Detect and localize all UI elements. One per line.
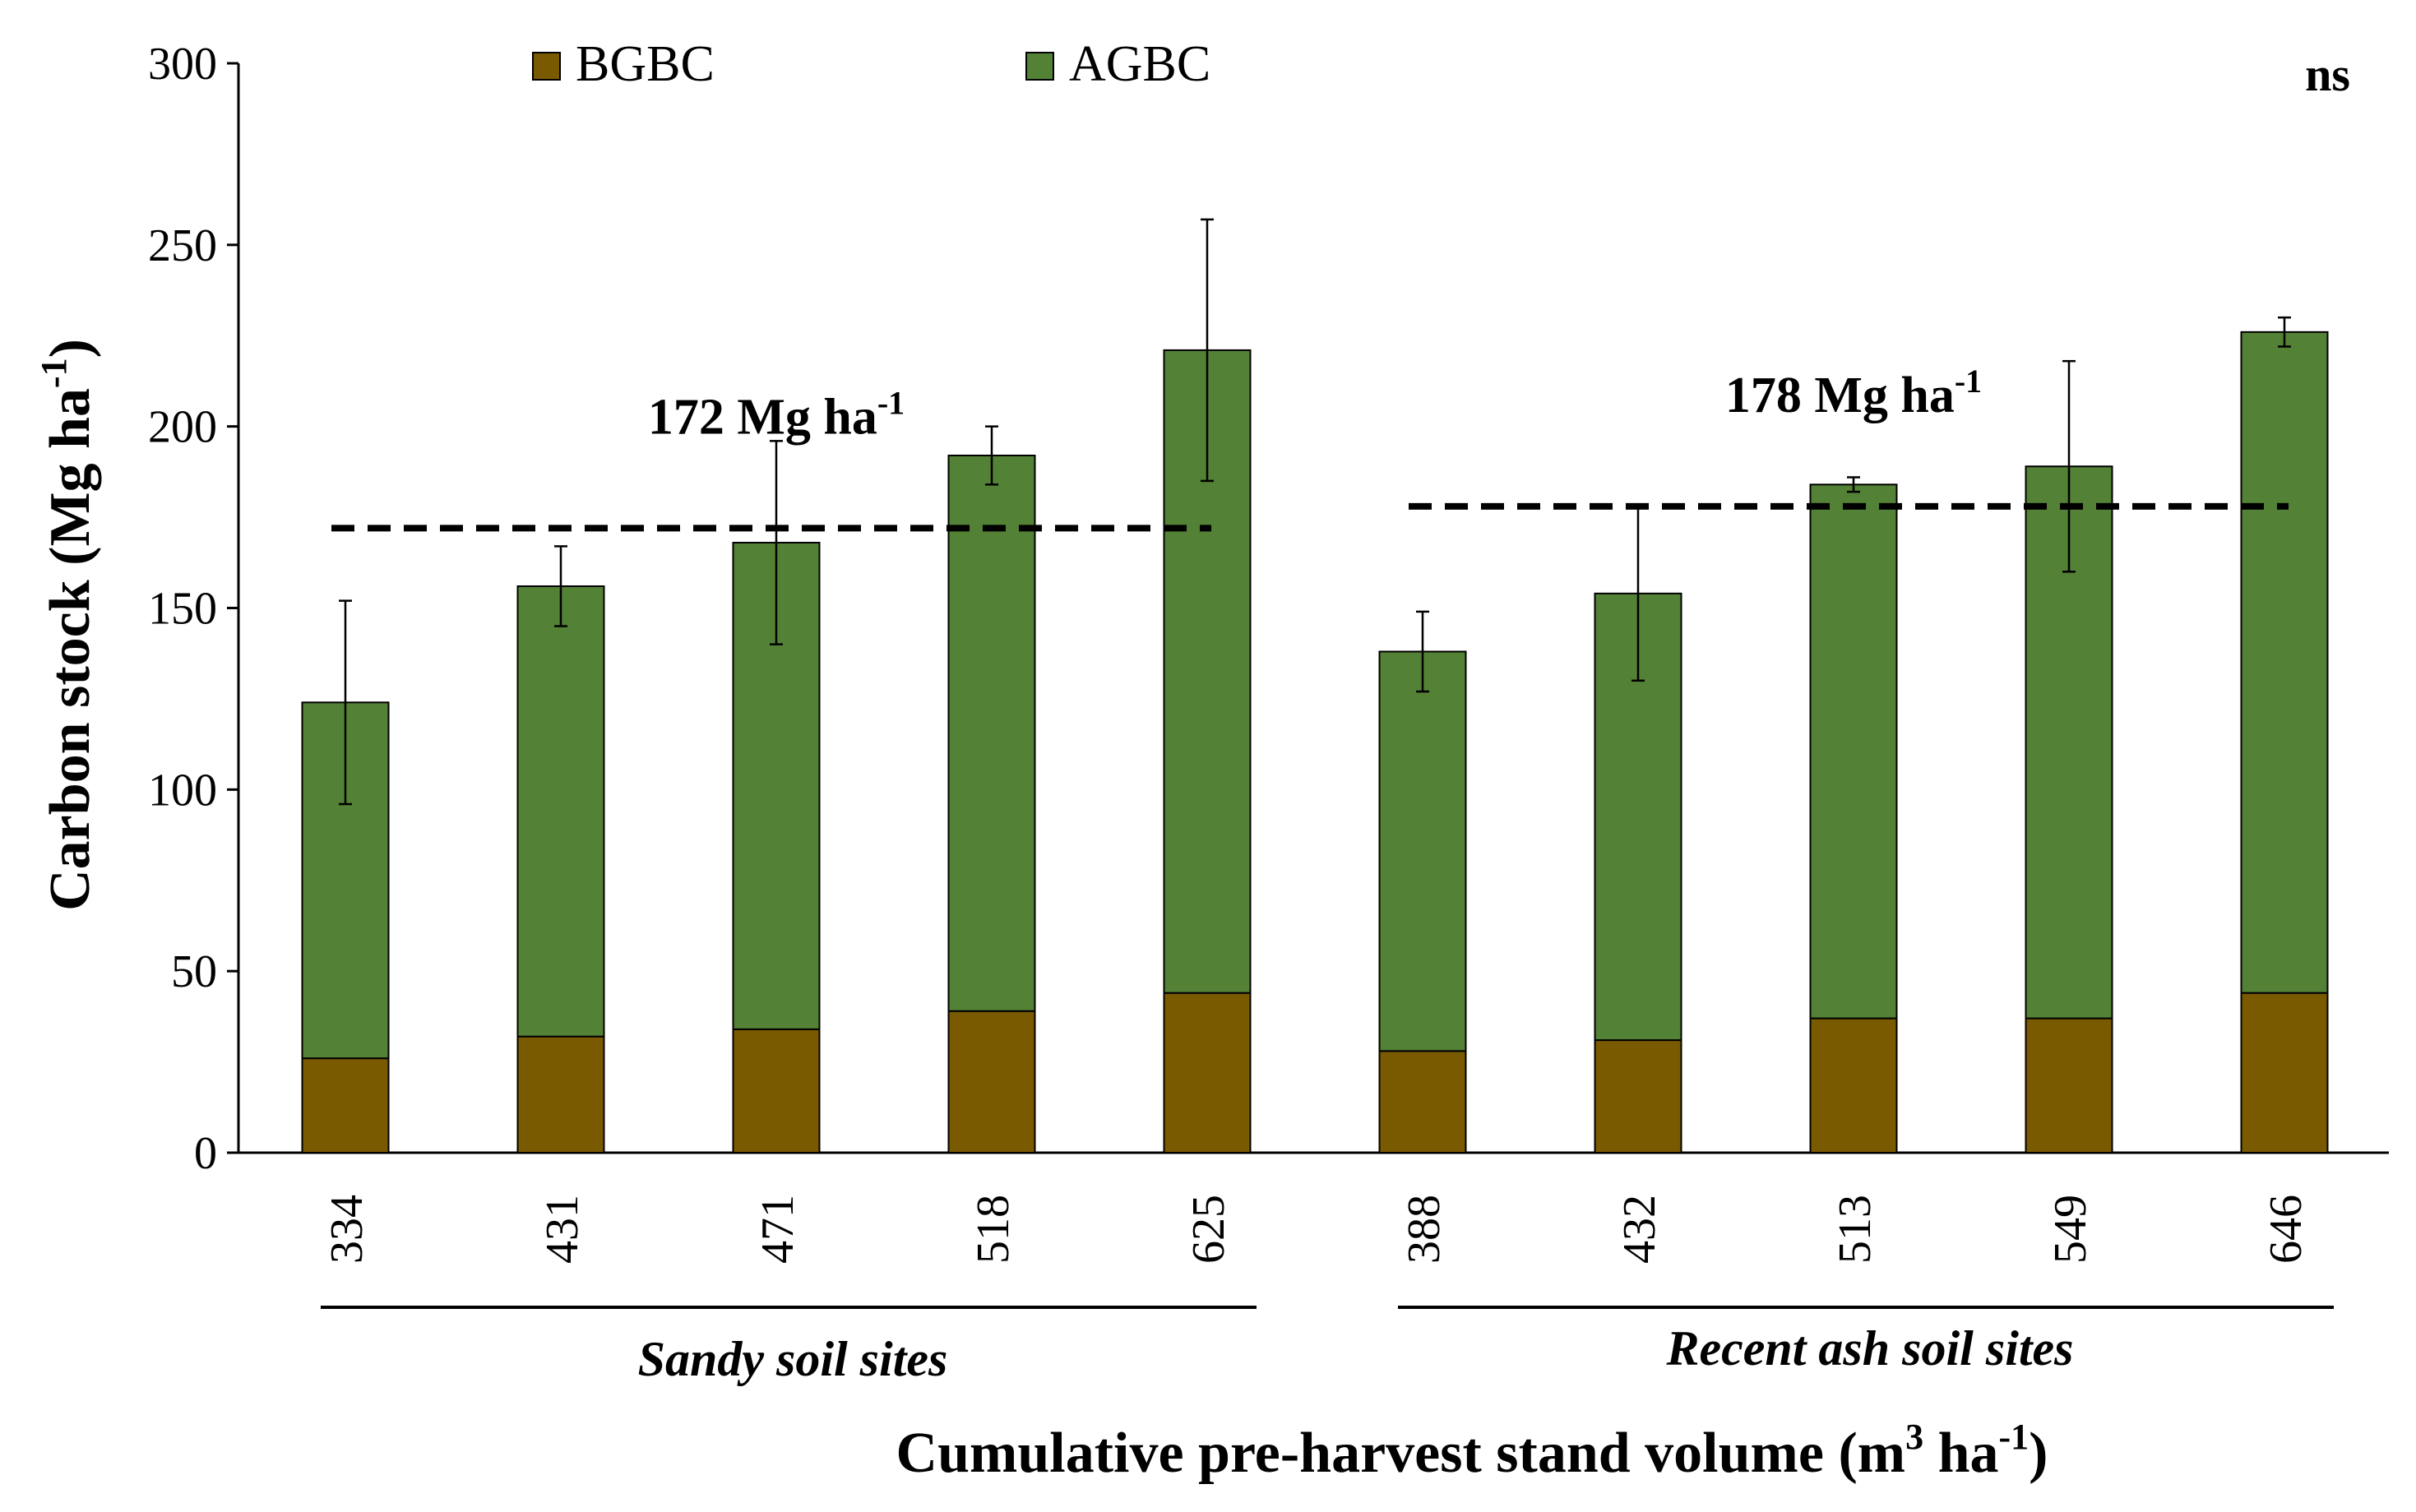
y-axis-title: Carbon stock (Mg ha-1) bbox=[34, 339, 102, 911]
x-tick-label: 513 bbox=[1830, 1195, 1881, 1264]
group-mean-layer: 172 Mg ha-1 178 Mg ha-1 bbox=[331, 363, 2289, 532]
bar-bgbc-334 bbox=[301, 1057, 390, 1154]
x-tick-label: 625 bbox=[1183, 1195, 1234, 1264]
bar-bgbc-646 bbox=[2240, 992, 2329, 1154]
y-tick-label: 300 bbox=[148, 39, 217, 90]
bar-bgbc-518 bbox=[947, 1010, 1036, 1154]
legend-label-bgbc: BGBC bbox=[576, 36, 715, 92]
bar-bgbc-388 bbox=[1378, 1050, 1467, 1154]
group-labels-layer: Sandy soil sites Recent ash soil sites bbox=[321, 1306, 2334, 1386]
x-tick-label: 549 bbox=[2045, 1195, 2096, 1264]
bar-bgbc-549 bbox=[2025, 1017, 2113, 1154]
legend-swatch-bgbc bbox=[532, 52, 561, 81]
x-tick-label: 646 bbox=[2261, 1195, 2312, 1264]
error-bar-431 bbox=[554, 545, 567, 627]
group-mean-label-1: 178 Mg ha-1 bbox=[1725, 363, 1982, 423]
x-tick-label: 431 bbox=[537, 1195, 588, 1264]
legend-swatch-agbc bbox=[1025, 52, 1054, 81]
x-tick-label: 518 bbox=[968, 1195, 1019, 1264]
y-axis-ticks: 0 50 100 150 200 250 300 bbox=[148, 39, 238, 1179]
bar-bgbc-432 bbox=[1594, 1039, 1682, 1154]
y-tick-label: 50 bbox=[171, 946, 217, 997]
x-tick-label: 334 bbox=[322, 1195, 373, 1264]
y-tick-label: 100 bbox=[148, 765, 217, 816]
x-tick-label: 388 bbox=[1399, 1195, 1450, 1264]
bar-agbc-518 bbox=[947, 455, 1036, 1012]
bar-agbc-513 bbox=[1809, 483, 1898, 1020]
legend: BGBC AGBC bbox=[532, 36, 1210, 92]
x-tick-label: 471 bbox=[752, 1195, 803, 1264]
x-tick-labels: 334 431 471 518 625 388 432 513 549 646 bbox=[322, 1195, 2312, 1264]
x-tick-label: 432 bbox=[1614, 1195, 1665, 1264]
error-bar-625 bbox=[1201, 218, 1214, 483]
error-bar-513 bbox=[1847, 476, 1860, 493]
error-bar-549 bbox=[2062, 359, 2076, 573]
error-bar-518 bbox=[985, 425, 998, 486]
group-label-1: Recent ash soil sites bbox=[1665, 1321, 2073, 1376]
error-bar-646 bbox=[2278, 316, 2291, 348]
bar-bgbc-625 bbox=[1163, 992, 1252, 1154]
bar-bgbc-471 bbox=[732, 1028, 821, 1154]
bar-bgbc-431 bbox=[516, 1035, 605, 1154]
y-tick-label: 200 bbox=[148, 402, 217, 453]
y-tick-label: 0 bbox=[194, 1128, 217, 1179]
error-bar-334 bbox=[339, 599, 352, 806]
significance-label: ns bbox=[2305, 48, 2350, 101]
bar-agbc-388 bbox=[1378, 650, 1467, 1052]
group-label-0: Sandy soil sites bbox=[638, 1332, 948, 1386]
x-axis-title: Cumulative pre-harvest stand volume (m3 … bbox=[896, 1417, 2048, 1485]
error-bars-layer bbox=[339, 218, 2291, 806]
bar-agbc-646 bbox=[2240, 331, 2329, 994]
bars-layer bbox=[301, 331, 2329, 1154]
error-bar-388 bbox=[1416, 610, 1429, 693]
legend-label-agbc: AGBC bbox=[1069, 36, 1210, 92]
bar-agbc-431 bbox=[516, 585, 605, 1038]
group-mean-label-0: 172 Mg ha-1 bbox=[648, 385, 905, 446]
y-tick-label: 150 bbox=[148, 584, 217, 635]
bar-bgbc-513 bbox=[1809, 1017, 1898, 1154]
y-tick-label: 250 bbox=[148, 220, 217, 271]
error-bar-471 bbox=[770, 440, 783, 645]
